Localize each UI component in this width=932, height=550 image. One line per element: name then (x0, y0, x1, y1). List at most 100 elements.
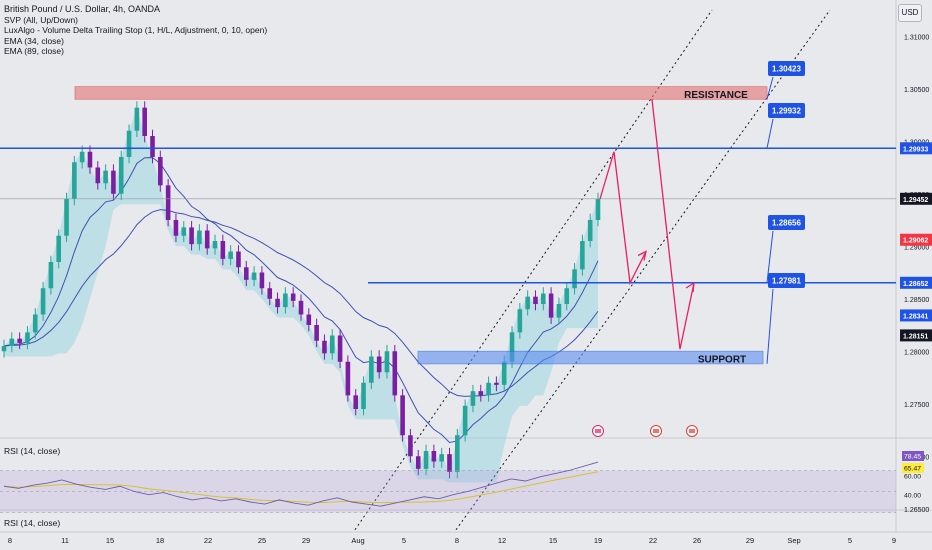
candle-body (345, 361, 351, 396)
level-callout-label: 1.30423 (772, 65, 801, 74)
candle-body (525, 296, 530, 310)
level-callout (768, 103, 805, 118)
y-tick-label: 1.28000 (904, 349, 929, 356)
level-callout (768, 61, 805, 76)
candle-body (243, 267, 249, 280)
lightning-event-icon (592, 425, 604, 437)
candle-body (408, 435, 413, 457)
level-callout-label: 1.27981 (772, 277, 801, 286)
candle-body (486, 382, 491, 396)
currency-button[interactable]: USD (898, 4, 922, 22)
candle-body (361, 382, 366, 409)
candle-body (236, 251, 241, 268)
legend-line-luxalgo[interactable]: LuxAlgo - Volume Delta Trailing Stop (1,… (4, 25, 268, 36)
candle-body (494, 382, 499, 385)
price-badge-label: 1.28341 (903, 313, 928, 320)
candle-body (587, 220, 593, 241)
candle-body (337, 335, 343, 362)
candle-body (150, 136, 155, 157)
x-tick-label: Sep (787, 536, 800, 545)
level-connector (766, 288, 774, 364)
forecast-arrowhead-a (637, 250, 647, 261)
price-badge-label: 1.28151 (903, 333, 928, 340)
rsi-badge (902, 463, 924, 473)
level-callout-label: 1.29932 (772, 107, 801, 116)
candle-body (95, 167, 101, 184)
candle-body (204, 230, 210, 249)
candle-body (197, 230, 202, 245)
price-badge (900, 142, 932, 155)
support-zone (417, 350, 764, 365)
rsi-pane-title[interactable]: RSI (14, close) (4, 446, 61, 456)
candle-body (470, 391, 476, 406)
price-badge-label: 1.29452 (903, 197, 928, 204)
candle-body (165, 185, 171, 220)
forecast-arrowhead-b (685, 281, 695, 293)
x-tick-label: 15 (549, 536, 557, 545)
candle-body (548, 293, 554, 318)
candle-body (189, 227, 194, 245)
candle-body (314, 325, 319, 341)
candle-body (56, 235, 62, 262)
level-connector (766, 230, 774, 283)
price-badge-label: 1.28652 (903, 281, 928, 288)
level-connector (766, 76, 774, 100)
candle-body (72, 162, 77, 199)
legend-line-ema89[interactable]: EMA (89, close) (4, 46, 64, 57)
legend-line-ema34[interactable]: EMA (34, close) (4, 35, 64, 46)
rsi-ma-line (3, 471, 599, 504)
candle-body (329, 335, 335, 354)
y-tick-label: 1.31000 (904, 34, 929, 41)
candle-body (415, 456, 421, 469)
trailing-stop-band (4, 107, 598, 483)
x-tick-label: 22 (649, 536, 657, 545)
x-tick-label: 12 (498, 536, 506, 545)
candle-body (17, 338, 22, 343)
candle-body (423, 451, 429, 469)
rsi-badge-label: 65.47 (904, 466, 921, 473)
candle-body (580, 241, 585, 270)
us-flag-event-icon (686, 425, 698, 437)
candle-body (509, 332, 515, 362)
candle-body (181, 227, 187, 236)
level-connector (766, 118, 774, 149)
level-callout-label: 1.28656 (772, 219, 801, 228)
candle-body (228, 251, 233, 259)
legend-line-svp[interactable]: SVP (All, Up/Down) (4, 14, 79, 25)
candle-body (32, 314, 38, 333)
price-badge-label: 1.29062 (903, 238, 928, 245)
chart-legend: British Pound / U.S. Dollar, 4h, OANDA S… (4, 4, 267, 57)
level-callout (768, 273, 805, 288)
x-tick-label: 11 (61, 536, 69, 545)
x-tick-label: 8 (455, 536, 459, 545)
candle-body (220, 241, 226, 259)
candle-body (283, 293, 288, 308)
candle-body (306, 314, 312, 325)
candle-body (111, 170, 116, 194)
candle-body (369, 356, 374, 383)
x-tick-label: 25 (258, 536, 266, 545)
candle-body (533, 296, 538, 304)
x-tick-label: 8 (8, 536, 12, 545)
rsi-pane-title-2[interactable]: RSI (14, close) (4, 518, 61, 528)
y-tick-label: 1.27500 (904, 402, 929, 409)
x-tick-label: 29 (746, 536, 754, 545)
candle-body (118, 157, 124, 194)
candle-body (462, 405, 468, 436)
y-tick-label: 1.28500 (904, 297, 929, 304)
support-label: SUPPORT (698, 354, 746, 365)
candle-body (353, 395, 359, 409)
candle-body (572, 269, 577, 289)
us-flag-event-icon (650, 425, 662, 437)
candle-body (439, 454, 444, 462)
rsi-badge (902, 451, 924, 461)
candle-body (501, 361, 507, 385)
price-badge-label: 1.29933 (903, 146, 928, 153)
price-badge (900, 192, 932, 205)
chart-title[interactable]: British Pound / U.S. Dollar, 4h, OANDA (4, 4, 161, 14)
candle-body (322, 340, 327, 354)
y-tick-label: 1.29000 (904, 244, 929, 251)
candle-body (259, 272, 265, 289)
x-tick-label: 9 (892, 536, 896, 545)
